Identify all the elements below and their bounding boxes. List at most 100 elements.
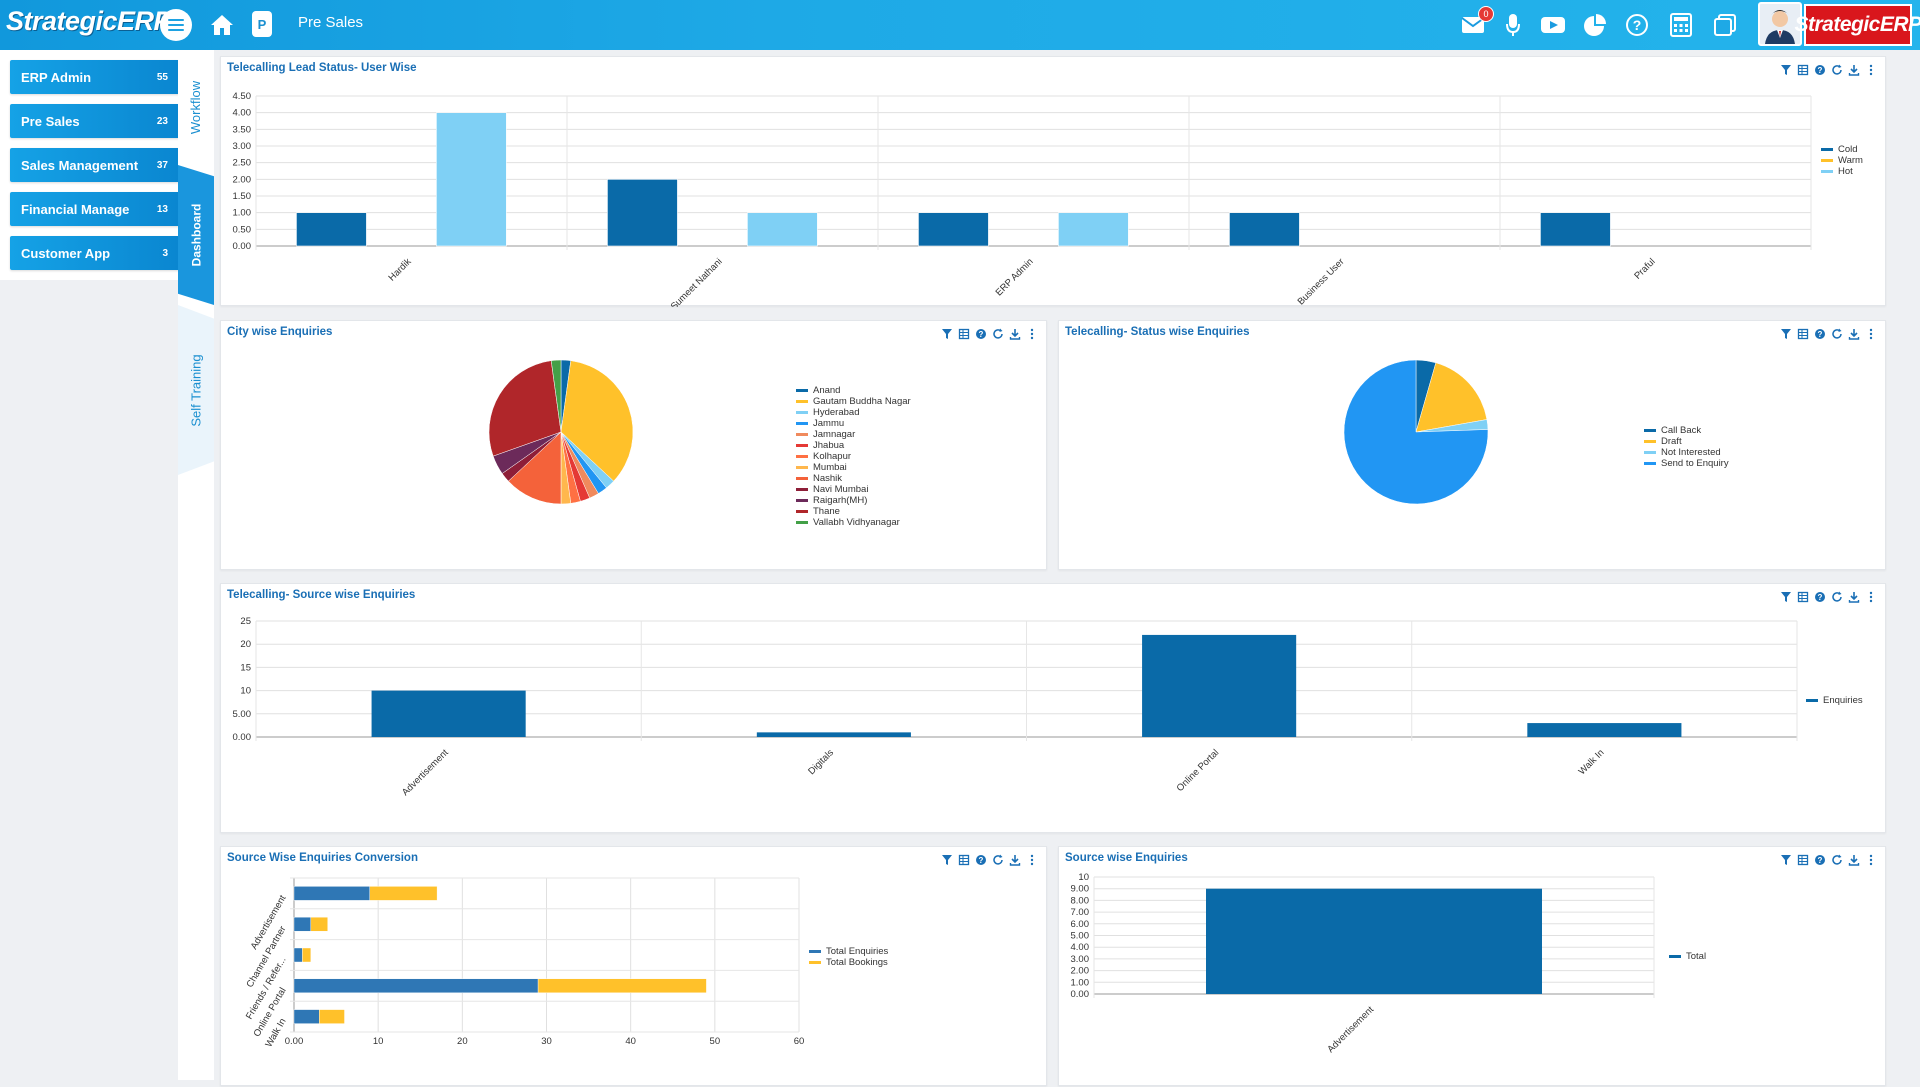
info-icon[interactable]: ? bbox=[1814, 853, 1826, 871]
y-tick-label: 0.00 bbox=[233, 732, 252, 743]
menu-toggle-button[interactable] bbox=[160, 9, 192, 41]
download-icon[interactable] bbox=[1009, 327, 1021, 345]
svg-text:?: ? bbox=[1818, 856, 1823, 865]
sidebar-item-financial-manage[interactable]: Financial Manage 13 bbox=[10, 192, 180, 226]
svg-text:?: ? bbox=[979, 330, 984, 339]
legend-label: Draft bbox=[1661, 436, 1682, 447]
more-icon[interactable] bbox=[1865, 63, 1877, 81]
y-tick-label: 15 bbox=[240, 662, 251, 673]
panel-title: City wise Enquiries bbox=[227, 326, 333, 338]
legend-label: Jhabua bbox=[813, 440, 845, 451]
x-tick-label: 40 bbox=[625, 1036, 636, 1047]
more-icon[interactable] bbox=[1026, 327, 1038, 345]
legend-swatch bbox=[796, 422, 808, 425]
sidebar-item-erp-admin[interactable]: ERP Admin 55 bbox=[10, 60, 180, 94]
panel-title: Telecalling- Source wise Enquiries bbox=[227, 589, 416, 601]
table-icon[interactable] bbox=[1797, 853, 1809, 871]
more-icon[interactable] bbox=[1865, 327, 1877, 345]
refresh-icon[interactable] bbox=[1831, 590, 1843, 608]
panel-toolbar: ? bbox=[1780, 63, 1877, 81]
info-icon[interactable]: ? bbox=[1814, 327, 1826, 345]
source-total-chart: 0.001.002.003.004.005.006.007.008.009.00… bbox=[1071, 872, 1707, 1055]
x-tick-label: Hardik bbox=[386, 256, 413, 283]
panel-toolbar: ? bbox=[941, 853, 1038, 871]
calculator-button[interactable] bbox=[1668, 12, 1694, 38]
info-icon[interactable]: ? bbox=[975, 327, 987, 345]
refresh-icon[interactable] bbox=[992, 853, 1004, 871]
user-avatar[interactable] bbox=[1758, 2, 1802, 46]
table-icon[interactable] bbox=[1797, 590, 1809, 608]
y-tick-label: 2.00 bbox=[233, 174, 252, 185]
table-icon[interactable] bbox=[958, 853, 970, 871]
y-tick-label: 3.00 bbox=[233, 141, 252, 152]
download-icon[interactable] bbox=[1848, 327, 1860, 345]
help-button[interactable]: ? bbox=[1624, 12, 1650, 38]
download-icon[interactable] bbox=[1848, 590, 1860, 608]
sidebar-item-sales-management[interactable]: Sales Management 37 bbox=[10, 148, 180, 182]
download-icon[interactable] bbox=[1009, 853, 1021, 871]
tab-self-training[interactable]: Self Training bbox=[178, 305, 214, 475]
download-icon[interactable] bbox=[1848, 63, 1860, 81]
filter-icon[interactable] bbox=[1780, 853, 1792, 871]
filter-icon[interactable] bbox=[1780, 63, 1792, 81]
table-icon[interactable] bbox=[1797, 63, 1809, 81]
filter-icon[interactable] bbox=[1780, 327, 1792, 345]
legend-swatch bbox=[1821, 159, 1833, 162]
y-tick-label: 1.50 bbox=[233, 191, 252, 202]
sidebar-item-count: 13 bbox=[156, 203, 168, 215]
reports-button[interactable] bbox=[1582, 12, 1608, 38]
legend-swatch bbox=[796, 466, 808, 469]
panel-toolbar: ? bbox=[941, 327, 1038, 345]
mail-button[interactable] bbox=[1460, 12, 1486, 38]
x-tick-label: Online Portal bbox=[1175, 747, 1222, 794]
info-icon[interactable]: ? bbox=[1814, 63, 1826, 81]
home-button[interactable] bbox=[208, 11, 236, 39]
calculator-icon bbox=[1670, 13, 1692, 37]
download-icon[interactable] bbox=[1848, 853, 1860, 871]
legend-swatch bbox=[796, 510, 808, 513]
youtube-icon bbox=[1541, 17, 1565, 33]
more-icon[interactable] bbox=[1865, 590, 1877, 608]
y-tick-label: 8.00 bbox=[1071, 895, 1090, 906]
x-tick-label: Walk In bbox=[1577, 747, 1607, 777]
filter-icon[interactable] bbox=[941, 327, 953, 345]
mail-count-badge: 0 bbox=[1478, 6, 1494, 22]
panel-title: Source wise Enquiries bbox=[1065, 852, 1188, 864]
refresh-icon[interactable] bbox=[1831, 853, 1843, 871]
breadcrumb[interactable]: Pre Sales bbox=[298, 14, 364, 31]
p-shortcut-button[interactable]: P bbox=[252, 11, 272, 37]
sidebar-item-pre-sales[interactable]: Pre Sales 23 bbox=[10, 104, 180, 138]
refresh-icon[interactable] bbox=[992, 327, 1004, 345]
sidebar-item-customer-app[interactable]: Customer App 3 bbox=[10, 236, 180, 270]
filter-icon[interactable] bbox=[1780, 590, 1792, 608]
y-tick-label: 0.00 bbox=[233, 241, 252, 252]
legend-swatch bbox=[796, 477, 808, 480]
windows-button[interactable] bbox=[1712, 12, 1738, 38]
refresh-icon[interactable] bbox=[1831, 327, 1843, 345]
y-tick-label: 3.00 bbox=[1071, 954, 1090, 965]
youtube-button[interactable] bbox=[1540, 12, 1566, 38]
info-icon[interactable]: ? bbox=[1814, 590, 1826, 608]
more-icon[interactable] bbox=[1026, 853, 1038, 871]
tab-workflow[interactable]: Workflow bbox=[178, 50, 214, 165]
more-icon[interactable] bbox=[1865, 853, 1877, 871]
legend-swatch bbox=[796, 455, 808, 458]
legend-label: Jammu bbox=[813, 418, 844, 429]
app-logo[interactable]: StrategicERP® bbox=[6, 6, 178, 36]
bar bbox=[1540, 212, 1611, 247]
filter-icon[interactable] bbox=[941, 853, 953, 871]
conversion-panel: Source Wise Enquiries Conversion ? 0.00 1… bbox=[220, 846, 1047, 1086]
y-tick-label: 6.00 bbox=[1071, 919, 1090, 930]
legend-swatch bbox=[1669, 955, 1681, 958]
bar bbox=[319, 1009, 345, 1024]
info-icon[interactable]: ? bbox=[975, 853, 987, 871]
legend-swatch bbox=[1644, 429, 1656, 432]
table-icon[interactable] bbox=[1797, 327, 1809, 345]
refresh-icon[interactable] bbox=[1831, 63, 1843, 81]
table-icon[interactable] bbox=[958, 327, 970, 345]
y-tick-label: 2.00 bbox=[1071, 966, 1090, 977]
tab-dashboard[interactable]: Dashboard bbox=[178, 165, 214, 305]
mic-button[interactable] bbox=[1500, 12, 1526, 38]
y-tick-label: 20 bbox=[240, 639, 251, 650]
mail-icon bbox=[1461, 17, 1485, 33]
